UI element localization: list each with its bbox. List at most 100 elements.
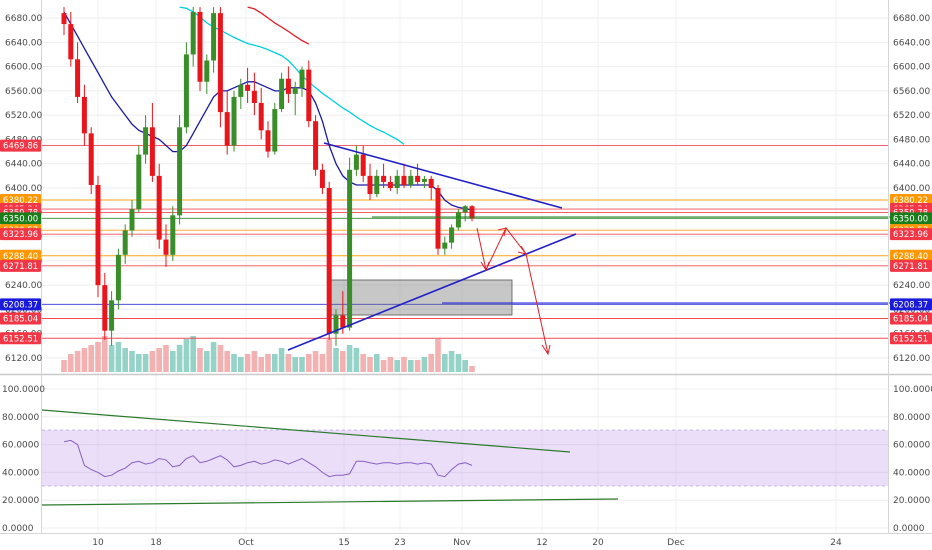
candle xyxy=(204,54,210,94)
candlesticks xyxy=(61,7,475,346)
candle-body xyxy=(75,59,81,97)
price-tag-badge xyxy=(890,298,932,311)
oscillator-tick-left: 20.0000 xyxy=(2,496,39,506)
candle xyxy=(319,163,325,195)
trend-drawings[interactable] xyxy=(287,142,890,351)
candle xyxy=(279,72,285,113)
time-tick: Dec xyxy=(667,538,684,548)
candle xyxy=(251,72,257,116)
price-tag-label: 6208.37 xyxy=(3,300,38,310)
price-tags: 6469.866380.226380.226365.346365.346359.… xyxy=(0,139,932,345)
oscillator-tick-left: 80.0000 xyxy=(2,413,39,423)
volume-bar xyxy=(142,354,149,372)
candle-body xyxy=(469,206,475,219)
projection-arrows[interactable] xyxy=(476,227,551,356)
candle-body xyxy=(326,188,332,334)
volume-bar xyxy=(176,345,183,372)
candle-body xyxy=(156,175,162,240)
price-tag-badge xyxy=(890,194,932,207)
candle-body xyxy=(88,133,94,185)
volume-bar xyxy=(163,345,169,372)
time-tick: Oct xyxy=(238,538,254,548)
volume-bar xyxy=(265,354,271,372)
oscillator-line xyxy=(63,439,473,478)
price-tick-right: 6400.00 xyxy=(893,184,930,194)
price-tag-badge xyxy=(0,332,41,345)
volume-bar xyxy=(448,351,455,372)
candle-body xyxy=(353,154,359,170)
candle-body xyxy=(401,175,407,185)
price-tag-label: 6288.40 xyxy=(3,252,38,262)
candle xyxy=(245,67,251,103)
price-tag-badge xyxy=(0,259,41,272)
price-tick-right: 6480.00 xyxy=(893,135,930,145)
upper-trendline[interactable] xyxy=(323,142,563,209)
candle-body xyxy=(449,227,455,243)
candle-body xyxy=(143,127,149,155)
candle xyxy=(455,209,461,231)
candle-body xyxy=(136,154,142,210)
price-tick-right: 6640.00 xyxy=(893,38,930,48)
candle xyxy=(163,224,169,267)
arrowhead-1 xyxy=(480,261,490,272)
consolidation-zone[interactable] xyxy=(329,279,513,316)
candle-body xyxy=(333,315,339,334)
candle-body xyxy=(217,13,223,113)
lower-trendline[interactable] xyxy=(287,233,577,351)
moving-average-line xyxy=(179,6,405,145)
candle xyxy=(102,273,108,340)
arrowhead-3 xyxy=(517,245,528,255)
price-tag-label: 6185.04 xyxy=(893,315,928,325)
candle xyxy=(333,309,339,346)
candle xyxy=(353,145,359,176)
candle xyxy=(326,181,332,340)
volume-bar xyxy=(170,351,176,372)
candle-body xyxy=(183,54,189,128)
volume-bar xyxy=(210,342,217,372)
volume-bars xyxy=(61,336,475,372)
volume-bar xyxy=(435,339,441,372)
candle-body xyxy=(115,254,121,301)
candle xyxy=(272,103,278,155)
candle-body xyxy=(109,300,115,331)
price-tick-right: 6520.00 xyxy=(893,111,930,121)
oscillator-lower-trendline[interactable] xyxy=(41,498,619,506)
volume-bar xyxy=(190,336,196,372)
candle-body xyxy=(163,239,169,255)
volume-bar xyxy=(408,360,414,372)
price-tag-label: 6208.37 xyxy=(893,300,928,310)
time-tick: 10 xyxy=(92,538,104,548)
price-tick-left: 6560.00 xyxy=(5,87,42,97)
price-tag-badge xyxy=(890,332,932,345)
volume-bar xyxy=(136,354,142,372)
candle-body xyxy=(149,127,155,176)
price-tag-label: 6152.51 xyxy=(893,334,928,344)
candle xyxy=(231,90,237,152)
candle-body xyxy=(177,127,183,216)
oscillator-upper-trendline[interactable] xyxy=(41,409,571,453)
candle-body xyxy=(428,178,434,188)
volume-bar xyxy=(340,351,346,372)
candle-body xyxy=(95,184,101,286)
price-tag-label: 6469.86 xyxy=(3,142,38,152)
candle xyxy=(367,163,373,201)
volume-bar xyxy=(258,357,264,372)
candle xyxy=(95,175,101,298)
volume-bar xyxy=(102,336,108,372)
candle xyxy=(156,163,162,249)
volume-bar xyxy=(122,348,128,372)
candle xyxy=(299,66,305,97)
volume-bar xyxy=(285,354,292,372)
candle xyxy=(374,169,380,198)
candle xyxy=(442,236,448,255)
volume-bar xyxy=(414,360,421,372)
oscillator-axis-labels: 100.0000 100.0000 80.0000 80.0000 60.0000 60.… xyxy=(2,385,932,534)
candle-body xyxy=(272,109,278,152)
candle xyxy=(469,205,475,222)
price-tick-right: 6680.00 xyxy=(893,14,930,24)
volume-bar xyxy=(108,345,115,372)
arrowhead-4 xyxy=(541,344,551,356)
candle xyxy=(217,7,223,128)
price-tag-badge xyxy=(0,139,41,152)
